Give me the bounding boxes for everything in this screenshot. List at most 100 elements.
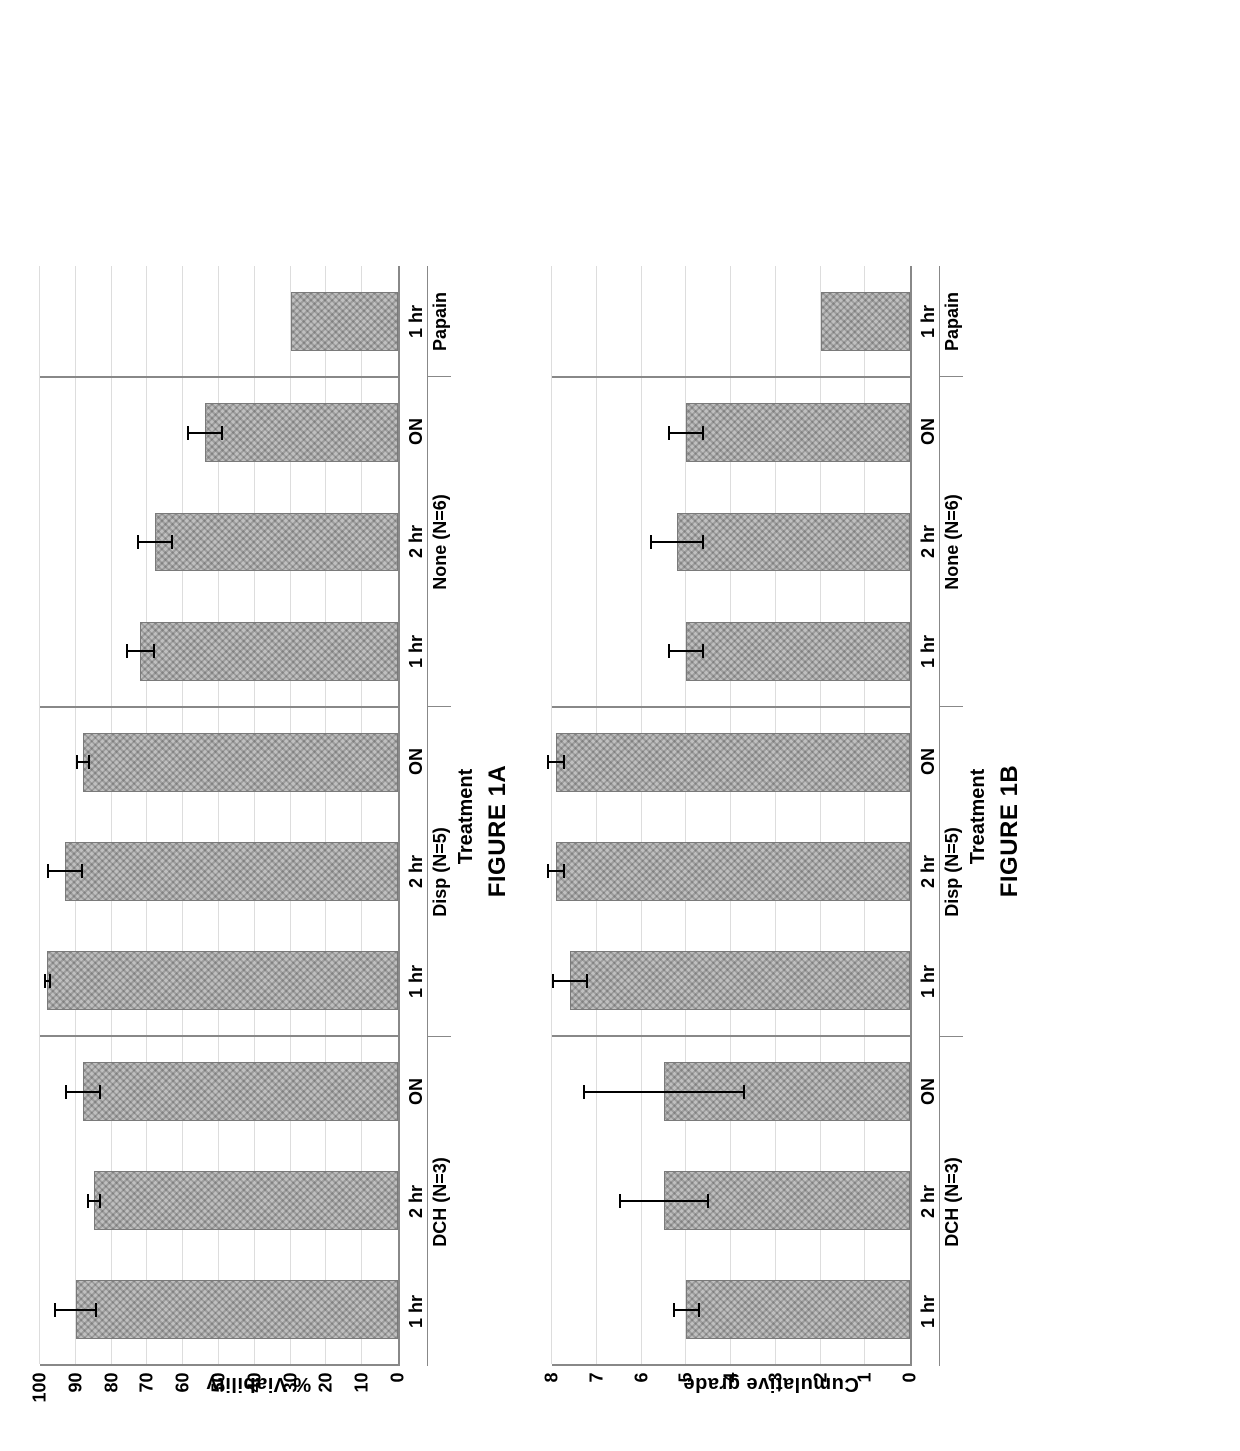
error-bar <box>44 980 51 982</box>
error-bar <box>137 541 173 543</box>
bar-slot <box>552 1146 910 1255</box>
error-bar <box>54 1309 97 1311</box>
bar-fill <box>65 842 398 901</box>
group-label: None (N=6) <box>939 377 963 707</box>
bar-group <box>40 267 398 377</box>
bar-group <box>552 376 910 705</box>
bar <box>686 1280 910 1339</box>
bar <box>76 1280 398 1339</box>
group-label: Disp (N=5) <box>427 707 451 1037</box>
y-tick-label: 8 <box>542 1373 563 1383</box>
bar-slot <box>40 1037 398 1146</box>
bar <box>83 733 398 792</box>
figure-1b: Cumulative grade0123456781 hr2 hrON1 hr2… <box>552 211 1024 1451</box>
bar-group <box>552 267 910 377</box>
bar-slot <box>552 708 910 817</box>
error-bar <box>650 541 704 543</box>
bar-group <box>40 1035 398 1364</box>
bar-slot <box>40 378 398 487</box>
x-tick-label: ON <box>912 377 939 487</box>
bar <box>291 292 398 351</box>
bar <box>570 951 910 1010</box>
bar-group <box>40 376 398 705</box>
x-tick-group: 1 hr2 hrON <box>400 707 427 1037</box>
error-bar <box>87 1200 101 1202</box>
error-bar <box>547 870 565 872</box>
x-tick-label: 2 hr <box>400 817 427 927</box>
x-axis-label: Treatment <box>455 267 478 1367</box>
x-tick-label: ON <box>912 1037 939 1147</box>
y-tick-label: 5 <box>676 1373 697 1383</box>
bar-group <box>40 706 398 1035</box>
x-tick-label: 2 hr <box>912 487 939 597</box>
bar-fill <box>570 951 910 1010</box>
bar-group <box>552 706 910 1035</box>
y-tick-label: 7 <box>586 1373 607 1383</box>
figure-title: FIGURE 1B <box>996 211 1024 1451</box>
x-tick-label: ON <box>912 707 939 817</box>
plot: 0123456781 hr2 hrON1 hr2 hrON1 hr2 hrON1… <box>552 267 990 1367</box>
bar <box>686 403 910 462</box>
x-tick-label: 1 hr <box>912 267 939 377</box>
bar-slot <box>40 267 398 377</box>
group-label: DCH (N=3) <box>939 1037 963 1367</box>
y-tick-label: 2 <box>810 1373 831 1383</box>
group-label: Disp (N=5) <box>939 707 963 1037</box>
y-tick-label: 4 <box>721 1373 742 1383</box>
bar-fill <box>83 733 398 792</box>
error-bar <box>76 761 90 763</box>
x-tick-group: 1 hr2 hrON <box>400 1037 427 1367</box>
error-bar <box>619 1200 709 1202</box>
error-bar <box>547 761 565 763</box>
x-tick-label: 1 hr <box>400 597 427 707</box>
group-label: None (N=6) <box>427 377 451 707</box>
bar-group <box>552 1035 910 1364</box>
plot: 01020304050607080901001 hr2 hrON1 hr2 hr… <box>40 267 478 1367</box>
bar-slot <box>552 378 910 487</box>
x-tick-label: 1 hr <box>400 927 427 1037</box>
bar <box>65 842 398 901</box>
x-tick-group: 1 hr2 hrON <box>912 707 939 1037</box>
group-labels-row: DCH (N=3)Disp (N=5)None (N=6)Papain <box>427 267 451 1367</box>
x-ticks-row: 1 hr2 hrON1 hr2 hrON1 hr2 hrON1 hr <box>400 267 427 1367</box>
bar-slot <box>552 817 910 926</box>
group-label: DCH (N=3) <box>427 1037 451 1367</box>
bar-fill <box>205 403 398 462</box>
bar-fill <box>76 1280 398 1339</box>
x-tick-label: 2 hr <box>912 1147 939 1257</box>
x-tick-label: 1 hr <box>400 267 427 377</box>
bar-slot <box>40 708 398 817</box>
bar-slot <box>40 597 398 706</box>
x-axis-label: Treatment <box>967 267 990 1367</box>
x-tick-label: 2 hr <box>912 817 939 927</box>
bar-fill <box>556 842 910 901</box>
y-tick-label: 50 <box>209 1373 230 1393</box>
x-tick-label: 2 hr <box>400 1147 427 1257</box>
error-bar <box>65 1091 101 1093</box>
bar-fill <box>677 513 910 572</box>
x-tick-label: 1 hr <box>400 1257 427 1367</box>
bar <box>677 513 910 572</box>
bar-fill <box>291 292 398 351</box>
bar-fill <box>821 292 911 351</box>
bar-fill <box>556 733 910 792</box>
chart-wrap: % Viability01020304050607080901001 hr2 h… <box>40 211 478 1451</box>
bar <box>556 842 910 901</box>
error-bar <box>668 432 704 434</box>
y-tick-label: 6 <box>631 1373 652 1383</box>
error-bar <box>552 980 588 982</box>
bar <box>94 1171 398 1230</box>
y-tick-label: 3 <box>765 1373 786 1383</box>
bar-slot <box>40 1146 398 1255</box>
y-tick-label: 10 <box>352 1373 373 1393</box>
x-tick-label: 1 hr <box>912 597 939 707</box>
x-tick-label: 2 hr <box>400 487 427 597</box>
group-labels-row: DCH (N=3)Disp (N=5)None (N=6)Papain <box>939 267 963 1367</box>
y-tick-label: 40 <box>244 1373 265 1393</box>
bar <box>556 733 910 792</box>
x-tick-label: ON <box>400 377 427 487</box>
bar-fill <box>83 1062 398 1121</box>
bar <box>47 951 398 1010</box>
group-label: Papain <box>939 267 963 377</box>
bar-fill <box>94 1171 398 1230</box>
